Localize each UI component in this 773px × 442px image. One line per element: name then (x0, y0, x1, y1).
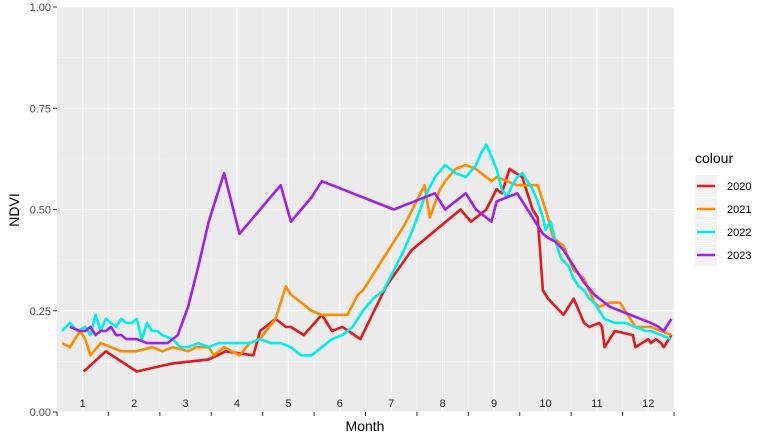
month-label: 11 (591, 398, 602, 410)
series-line-2020 (82, 167, 673, 373)
month-labels: 1 2 3 4 5 6 7 8 9 10 11 12 (80, 398, 655, 410)
month-label: 2 (131, 398, 137, 410)
y-tick-label: 0.00 (30, 407, 51, 419)
y-tick-label: 0.50 (30, 205, 51, 217)
y-tick-label: 0.75 (30, 103, 51, 115)
y-axis-title: NDVI (6, 193, 22, 226)
legend-label-2022: 2022 (727, 227, 751, 239)
legend-label-2021: 2021 (727, 204, 751, 216)
y-axis: 0.00 0.25 0.50 0.75 1.00 (30, 2, 57, 419)
legend-label-2023: 2023 (727, 250, 751, 262)
month-label: 7 (388, 398, 394, 410)
month-label: 4 (234, 398, 240, 410)
month-label: 5 (285, 398, 291, 410)
x-axis-title: Month (346, 418, 385, 434)
month-label: 3 (182, 398, 188, 410)
series-line-2023 (69, 171, 673, 345)
legend-label-2020: 2020 (727, 181, 751, 193)
x-axis (56, 412, 675, 416)
month-label: 9 (491, 398, 497, 410)
month-label: 10 (539, 398, 551, 410)
month-label: 8 (440, 398, 446, 410)
y-tick-label: 0.25 (30, 306, 51, 318)
series-line-2022 (61, 143, 672, 357)
series-lines (61, 143, 673, 373)
legend-title: colour (695, 150, 733, 166)
legend: colour 2020 2021 2022 2023 (695, 150, 751, 266)
month-label: 12 (642, 398, 654, 410)
month-label: 6 (337, 398, 343, 410)
y-tick-label: 1.00 (30, 2, 51, 14)
month-label: 1 (80, 398, 86, 410)
